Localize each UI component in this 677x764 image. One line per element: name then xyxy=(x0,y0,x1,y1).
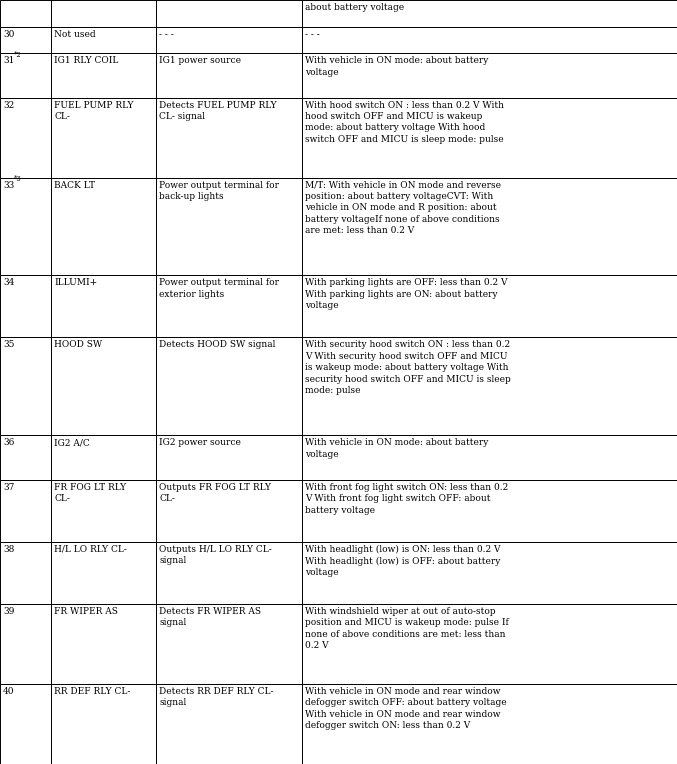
Text: IG2 power source: IG2 power source xyxy=(159,439,241,447)
Text: Detects FUEL PUMP RLY
CL- signal: Detects FUEL PUMP RLY CL- signal xyxy=(159,101,277,121)
Bar xyxy=(0,98,51,177)
Bar xyxy=(51,542,156,604)
Bar xyxy=(0,435,51,480)
Text: RR DEF RLY CL-: RR DEF RLY CL- xyxy=(54,687,131,696)
Bar xyxy=(51,0,156,27)
Text: IG1 power source: IG1 power source xyxy=(159,56,242,65)
Bar xyxy=(156,684,302,764)
Text: M/T: With vehicle in ON mode and reverse
position: about battery voltageCVT: Wit: M/T: With vehicle in ON mode and reverse… xyxy=(305,180,501,235)
Text: *3: *3 xyxy=(14,175,22,183)
Text: 37: 37 xyxy=(3,483,14,492)
Bar xyxy=(51,53,156,98)
Text: Outputs FR FOG LT RLY
CL-: Outputs FR FOG LT RLY CL- xyxy=(159,483,271,503)
Text: With front fog light switch ON: less than 0.2
V With front fog light switch OFF:: With front fog light switch ON: less tha… xyxy=(305,483,508,515)
Bar xyxy=(0,604,51,684)
Bar xyxy=(302,275,677,338)
Bar xyxy=(302,27,677,53)
Text: H/L LO RLY CL-: H/L LO RLY CL- xyxy=(54,545,127,554)
Bar xyxy=(0,684,51,764)
Bar xyxy=(51,177,156,275)
Bar xyxy=(0,338,51,435)
Bar xyxy=(302,684,677,764)
Text: Detects HOOD SW signal: Detects HOOD SW signal xyxy=(159,341,276,349)
Bar xyxy=(0,542,51,604)
Bar xyxy=(156,27,302,53)
Text: - - -: - - - xyxy=(159,30,174,38)
Bar xyxy=(51,275,156,338)
Bar xyxy=(156,542,302,604)
Text: Not used: Not used xyxy=(54,30,96,38)
Text: HOOD SW: HOOD SW xyxy=(54,341,103,349)
Text: Power output terminal for
back-up lights: Power output terminal for back-up lights xyxy=(159,180,280,201)
Bar xyxy=(0,480,51,542)
Bar xyxy=(302,542,677,604)
Text: With security hood switch ON : less than 0.2
V With security hood switch OFF and: With security hood switch ON : less than… xyxy=(305,341,510,395)
Text: Outputs H/L LO RLY CL-
signal: Outputs H/L LO RLY CL- signal xyxy=(159,545,272,565)
Text: 38: 38 xyxy=(3,545,14,554)
Bar xyxy=(156,338,302,435)
Text: IG1 RLY COIL: IG1 RLY COIL xyxy=(54,56,119,65)
Bar xyxy=(156,604,302,684)
Bar xyxy=(302,98,677,177)
Text: IG2 A/C: IG2 A/C xyxy=(54,439,90,447)
Bar xyxy=(156,98,302,177)
Bar xyxy=(51,27,156,53)
Text: FR WIPER AS: FR WIPER AS xyxy=(54,607,118,616)
Bar xyxy=(302,435,677,480)
Bar xyxy=(0,0,51,27)
Bar xyxy=(51,684,156,764)
Text: 36: 36 xyxy=(3,439,14,447)
Text: FR FOG LT RLY
CL-: FR FOG LT RLY CL- xyxy=(54,483,127,503)
Text: 40: 40 xyxy=(3,687,14,696)
Text: BACK LT: BACK LT xyxy=(54,180,95,189)
Bar xyxy=(51,480,156,542)
Text: With windshield wiper at out of auto-stop
position and MICU is wakeup mode: puls: With windshield wiper at out of auto-sto… xyxy=(305,607,508,650)
Bar xyxy=(51,604,156,684)
Text: 32: 32 xyxy=(3,101,14,109)
Text: Detects FR WIPER AS
signal: Detects FR WIPER AS signal xyxy=(159,607,261,627)
Text: - - -: - - - xyxy=(305,30,320,38)
Text: 39: 39 xyxy=(3,607,14,616)
Text: 35: 35 xyxy=(3,341,14,349)
Text: about battery voltage: about battery voltage xyxy=(305,3,404,12)
Text: 31: 31 xyxy=(3,56,14,65)
Bar xyxy=(156,435,302,480)
Bar xyxy=(302,0,677,27)
Text: With parking lights are OFF: less than 0.2 V
With parking lights are ON: about b: With parking lights are OFF: less than 0… xyxy=(305,278,508,310)
Text: *2: *2 xyxy=(14,50,22,59)
Bar xyxy=(0,177,51,275)
Bar xyxy=(156,177,302,275)
Text: With vehicle in ON mode and rear window
defogger switch OFF: about battery volta: With vehicle in ON mode and rear window … xyxy=(305,687,506,730)
Bar xyxy=(302,53,677,98)
Text: 30: 30 xyxy=(3,30,14,38)
Text: 34: 34 xyxy=(3,278,14,287)
Bar xyxy=(156,275,302,338)
Bar xyxy=(156,53,302,98)
Text: Power output terminal for
exterior lights: Power output terminal for exterior light… xyxy=(159,278,280,299)
Bar xyxy=(302,604,677,684)
Bar xyxy=(302,177,677,275)
Text: With headlight (low) is ON: less than 0.2 V
With headlight (low) is OFF: about b: With headlight (low) is ON: less than 0.… xyxy=(305,545,500,577)
Bar xyxy=(156,0,302,27)
Text: Detects RR DEF RLY CL-
signal: Detects RR DEF RLY CL- signal xyxy=(159,687,274,707)
Bar xyxy=(0,27,51,53)
Bar xyxy=(302,338,677,435)
Text: ILLUMI+: ILLUMI+ xyxy=(54,278,97,287)
Bar xyxy=(0,275,51,338)
Bar xyxy=(302,480,677,542)
Bar xyxy=(51,435,156,480)
Text: FUEL PUMP RLY
CL-: FUEL PUMP RLY CL- xyxy=(54,101,134,121)
Bar xyxy=(51,338,156,435)
Text: With vehicle in ON mode: about battery
voltage: With vehicle in ON mode: about battery v… xyxy=(305,439,488,458)
Bar xyxy=(156,480,302,542)
Bar xyxy=(51,98,156,177)
Text: With vehicle in ON mode: about battery
voltage: With vehicle in ON mode: about battery v… xyxy=(305,56,488,76)
Text: With hood switch ON : less than 0.2 V With
hood switch OFF and MICU is wakeup
mo: With hood switch ON : less than 0.2 V Wi… xyxy=(305,101,504,144)
Text: 33: 33 xyxy=(3,180,14,189)
Bar xyxy=(0,53,51,98)
